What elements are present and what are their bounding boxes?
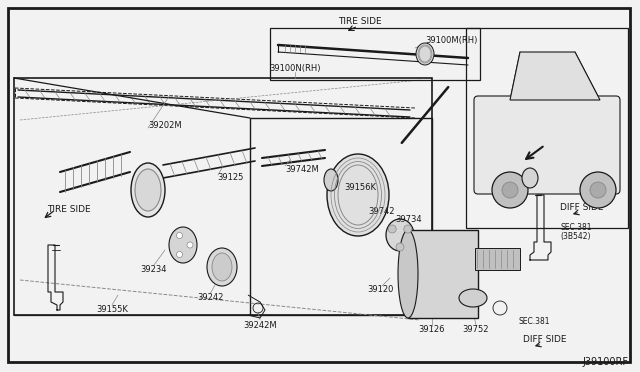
Circle shape [187, 242, 193, 248]
Ellipse shape [459, 289, 487, 307]
Bar [408, 230, 478, 318]
Bar [466, 28, 628, 228]
Circle shape [177, 232, 182, 238]
Circle shape [580, 172, 616, 208]
Ellipse shape [327, 154, 389, 236]
Text: 39126: 39126 [419, 326, 445, 334]
Ellipse shape [416, 43, 434, 65]
Text: 39156K: 39156K [344, 183, 376, 192]
Text: 39125: 39125 [217, 173, 243, 183]
Ellipse shape [212, 253, 232, 281]
Text: 39100N(RH): 39100N(RH) [269, 64, 321, 73]
Ellipse shape [207, 248, 237, 286]
Circle shape [396, 243, 404, 251]
Ellipse shape [522, 168, 538, 188]
Ellipse shape [135, 169, 161, 211]
Text: DIFF SIDE: DIFF SIDE [524, 336, 567, 344]
Bar [475, 248, 520, 270]
Text: (3B542): (3B542) [561, 232, 591, 241]
Ellipse shape [169, 227, 197, 263]
Text: 39120: 39120 [367, 285, 393, 295]
Circle shape [590, 182, 606, 198]
Circle shape [388, 225, 396, 233]
Text: 39155K: 39155K [96, 305, 128, 314]
Text: SEC.381: SEC.381 [560, 224, 592, 232]
FancyBboxPatch shape [474, 96, 620, 194]
Text: 39752: 39752 [463, 326, 489, 334]
Bar [14, 78, 432, 315]
Ellipse shape [398, 230, 418, 318]
Ellipse shape [131, 163, 165, 217]
Text: 39742: 39742 [368, 208, 394, 217]
Text: 39100M(RH): 39100M(RH) [425, 35, 477, 45]
Text: DIFF SIDE: DIFF SIDE [560, 203, 604, 212]
Bar [270, 28, 480, 80]
Circle shape [502, 182, 518, 198]
Circle shape [177, 251, 182, 257]
Polygon shape [510, 52, 600, 100]
Text: 39202M: 39202M [148, 121, 182, 129]
Text: 39242: 39242 [197, 294, 223, 302]
Text: J39100RF: J39100RF [582, 357, 628, 367]
Text: 39242M: 39242M [243, 321, 277, 330]
Circle shape [492, 172, 528, 208]
Circle shape [404, 225, 412, 233]
Ellipse shape [324, 169, 338, 191]
Text: 39742M: 39742M [285, 166, 319, 174]
Text: 39734: 39734 [395, 215, 422, 224]
Text: SEC.381: SEC.381 [518, 317, 550, 327]
Bar [250, 118, 432, 315]
Text: TIRE SIDE: TIRE SIDE [47, 205, 91, 215]
Text: TIRE SIDE: TIRE SIDE [338, 17, 382, 26]
Ellipse shape [386, 219, 414, 251]
Text: 39234: 39234 [141, 266, 167, 275]
